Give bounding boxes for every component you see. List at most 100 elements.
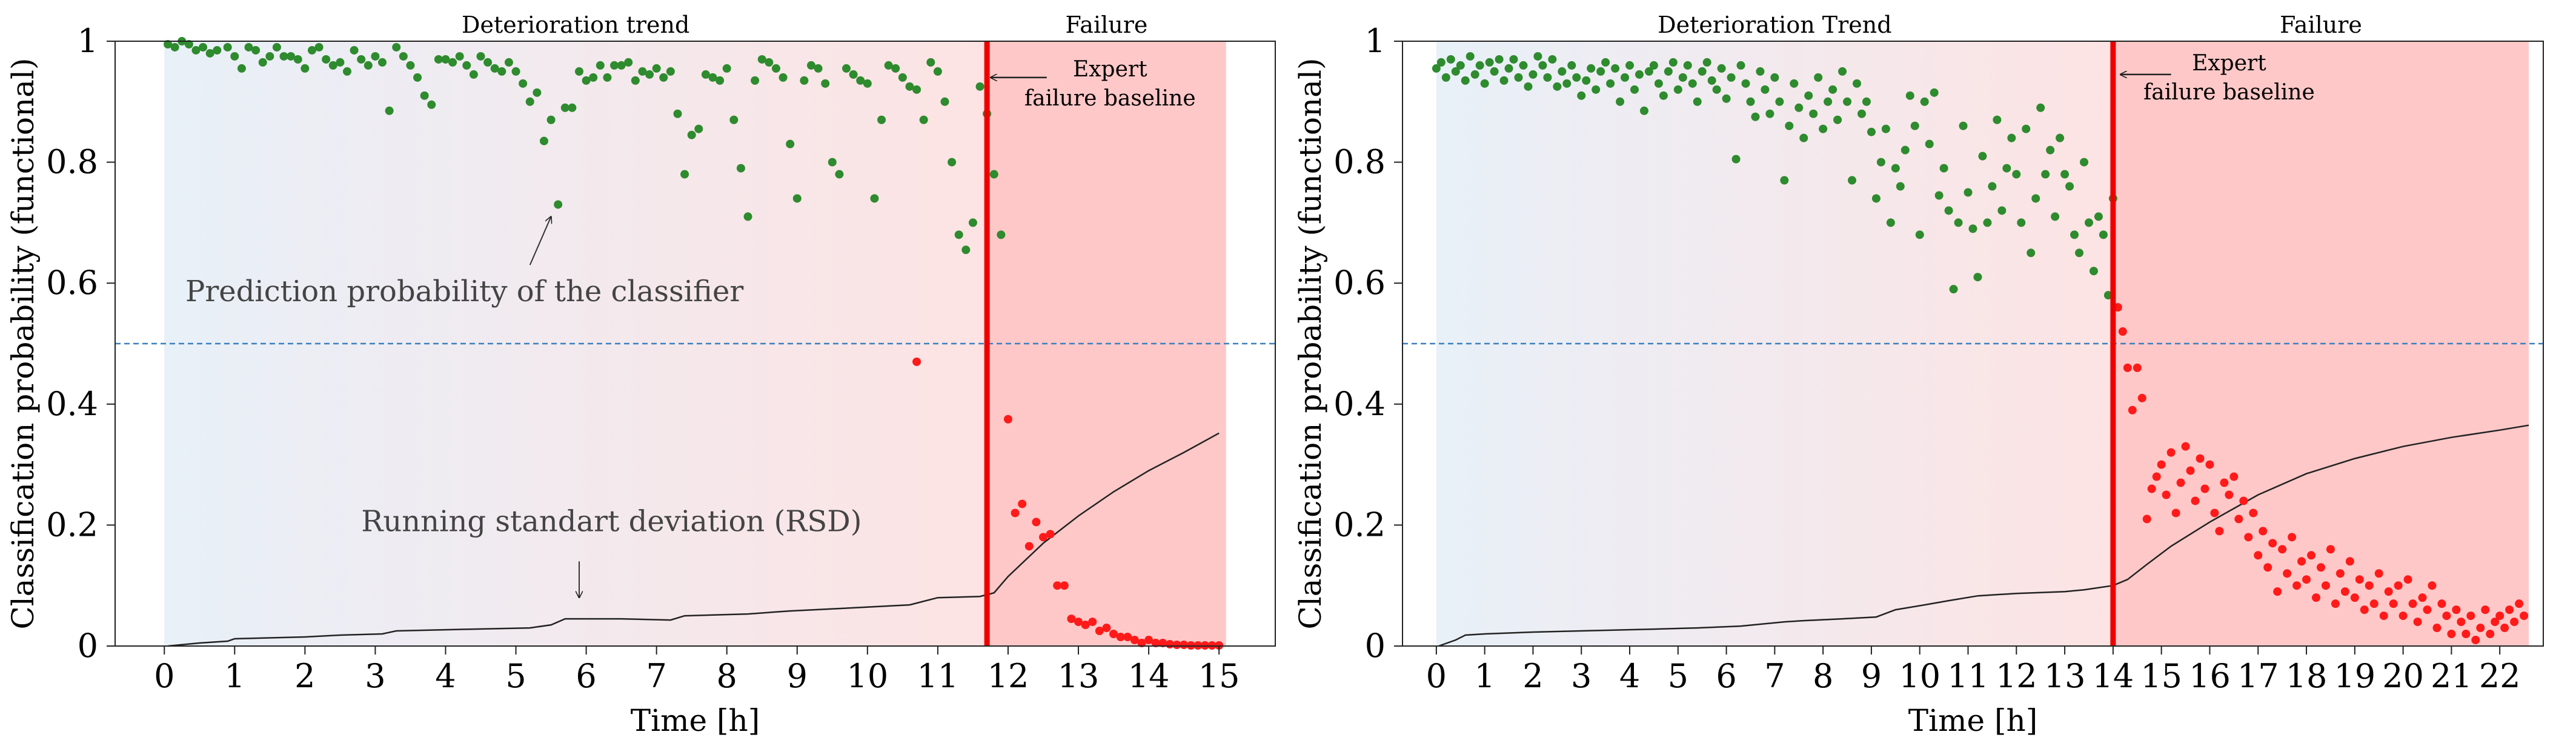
functional-point [1925, 139, 1934, 148]
failed-point [2326, 545, 2335, 554]
functional-point [757, 55, 766, 64]
failed-point [1123, 633, 1132, 642]
functional-point [328, 61, 337, 70]
functional-point [399, 52, 408, 61]
functional-point [1920, 97, 1929, 106]
failed-point [1011, 508, 1020, 518]
failed-point [1046, 530, 1055, 539]
failed-point [1039, 533, 1047, 542]
functional-point [1900, 145, 1910, 155]
functional-point [1930, 88, 1939, 97]
functional-point [2017, 218, 2026, 227]
y-tick-label: 0.8 [46, 143, 98, 181]
functional-point [1683, 61, 1692, 70]
functional-point [1461, 76, 1470, 85]
functional-point [385, 106, 394, 115]
functional-point [1751, 112, 1760, 121]
functional-point [1616, 97, 1625, 106]
functional-point [1601, 58, 1610, 67]
failed-point [2423, 605, 2432, 615]
failed-point [2311, 593, 2320, 602]
failed-point [2191, 496, 2200, 505]
functional-point [258, 58, 267, 67]
failed-point [1032, 518, 1041, 527]
x-axis-label: Time [h] [631, 703, 760, 738]
x-tick-label: 2 [1522, 657, 1543, 695]
functional-point [1621, 73, 1630, 82]
x-tick-label: 14 [1128, 657, 1170, 695]
functional-point [786, 139, 795, 148]
y-axis-ticks: 0 0.2 0.4 0.6 0.8 1 [46, 22, 115, 665]
functional-point [1770, 73, 1779, 82]
failed-point [2288, 533, 2297, 542]
failed-point [2205, 460, 2214, 469]
failed-point [1172, 641, 1181, 650]
functional-point [1514, 73, 1523, 82]
functional-point [870, 194, 879, 203]
expert-label-line1: Expert [2192, 51, 2266, 76]
functional-point [1470, 70, 1479, 79]
failed-point [2365, 581, 2374, 590]
failed-point [2273, 587, 2282, 596]
functional-point [975, 82, 984, 91]
failed-point [2520, 611, 2529, 621]
x-tick-label: 5 [1668, 657, 1688, 695]
x-tick-label: 19 [2334, 657, 2375, 695]
failed-point [1180, 641, 1189, 650]
failed-point [2413, 618, 2422, 627]
x-tick-label: 21 [2431, 657, 2472, 695]
functional-point [926, 58, 935, 67]
functional-point [1524, 82, 1533, 91]
functional-point [2027, 248, 2036, 258]
functional-point [1876, 158, 1885, 167]
plot-frame [1402, 41, 2544, 647]
functional-point [1644, 67, 1653, 76]
functional-point [1441, 73, 1450, 82]
functional-point [568, 103, 577, 112]
functional-point [2084, 218, 2093, 227]
functional-point [1978, 152, 1987, 161]
functional-point [1475, 61, 1484, 70]
functional-point [1529, 70, 1538, 79]
functional-point [314, 42, 324, 52]
failed-point [2152, 472, 2161, 481]
functional-point [1915, 230, 1924, 239]
failed-point [2263, 563, 2272, 572]
functional-point [2046, 145, 2055, 155]
failed-point [2254, 551, 2263, 560]
functional-point [1707, 76, 1716, 85]
failed-point [1095, 627, 1104, 636]
rsd-annotation: Running standart deviation (RSD) [361, 504, 861, 538]
functional-point [164, 39, 173, 48]
functional-point [251, 45, 261, 55]
functional-point [743, 212, 752, 221]
functional-point [940, 97, 949, 106]
functional-point [2051, 212, 2060, 221]
x-tick-label: 6 [1716, 657, 1736, 695]
failed-point [2457, 618, 2466, 627]
x-tick-label: 22 [2479, 657, 2521, 695]
x-tick-label: 7 [646, 657, 666, 695]
failed-point [1074, 618, 1083, 627]
failed-point [1151, 639, 1160, 648]
functional-point [617, 61, 626, 70]
functional-point [1504, 64, 1513, 73]
functional-point [1824, 97, 1833, 106]
functional-point [1495, 55, 1504, 64]
functional-point [842, 64, 851, 73]
functional-point [2065, 182, 2074, 191]
functional-point [905, 82, 914, 91]
functional-point [807, 61, 815, 70]
functional-point [624, 58, 633, 67]
failed-point [2442, 611, 2451, 621]
functional-point [199, 42, 208, 52]
y-tick-label: 0.6 [1333, 264, 1386, 302]
functional-point [1490, 67, 1499, 76]
failed-point [2389, 599, 2398, 608]
functional-points [164, 37, 1006, 255]
y-tick-label: 1 [1365, 22, 1386, 60]
failed-point [2157, 460, 2166, 469]
plot-frame [115, 41, 1276, 647]
functional-point [1756, 67, 1765, 76]
functional-point [1717, 64, 1726, 73]
